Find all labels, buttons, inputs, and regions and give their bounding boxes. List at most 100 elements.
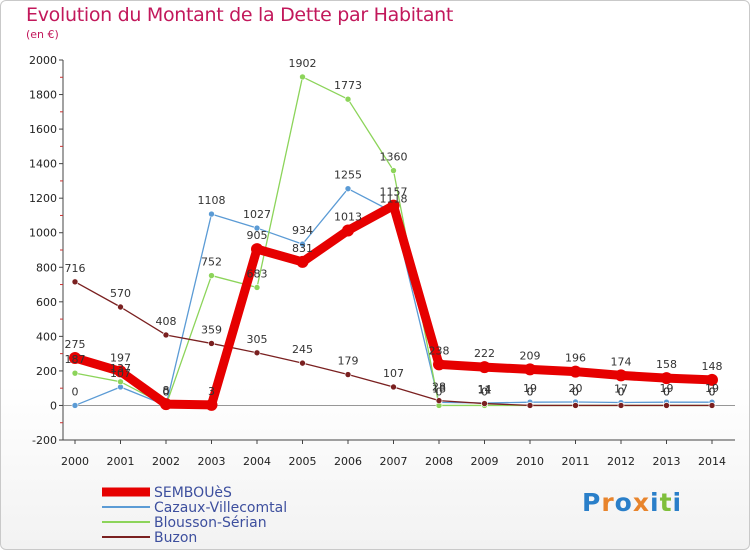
data-label: 19 (705, 382, 719, 395)
data-label: 158 (656, 358, 677, 371)
data-label: 0 (481, 385, 488, 398)
data-label: 0 (663, 385, 670, 398)
series-layer (69, 73, 718, 411)
data-label: 17 (614, 383, 628, 396)
data-label: 831 (292, 242, 313, 255)
data-label: 197 (110, 351, 131, 364)
data-point (69, 351, 81, 364)
x-tick-label: 2001 (107, 455, 135, 468)
data-point (205, 398, 218, 411)
data-label: 19 (660, 382, 674, 395)
data-point (478, 361, 491, 374)
x-tick-label: 2012 (607, 455, 635, 468)
legend-label: Blousson-Sérian (154, 515, 267, 531)
data-label: 137 (110, 362, 131, 375)
y-tick-label: 1400 (29, 158, 57, 171)
data-label: 359 (201, 323, 222, 336)
data-point (390, 167, 397, 174)
x-tick-label: 2003 (198, 455, 226, 468)
data-point (526, 402, 534, 409)
x-tick-label: 2005 (289, 455, 317, 468)
data-point (117, 303, 124, 311)
data-label: 8 (163, 384, 170, 397)
data-label: 107 (383, 367, 404, 380)
data-label: 0 (709, 385, 716, 398)
data-label: 1027 (243, 208, 271, 221)
chart-title: Evolution du Montant de la Dette par Hab… (26, 4, 454, 26)
y-tick-label: 2000 (29, 54, 57, 67)
data-point (296, 255, 309, 268)
data-point (342, 224, 354, 237)
data-label: 905 (247, 229, 268, 242)
data-point (208, 272, 215, 279)
data-point (387, 199, 400, 212)
legend-label: Cazaux-Villecomtal (154, 500, 287, 516)
data-label: 174 (611, 355, 632, 368)
data-point (344, 371, 352, 378)
data-label: 683 (247, 267, 268, 280)
data-label: 0 (663, 385, 670, 398)
data-label: 11 (478, 384, 492, 397)
data-point (615, 369, 627, 382)
proxiti-logo: Proxiti (582, 488, 683, 517)
y-tick-label: 1600 (29, 123, 57, 136)
data-label: 752 (201, 256, 222, 269)
data-label: 107 (110, 367, 131, 380)
data-label: 19 (523, 382, 537, 395)
x-tick-label: 2013 (653, 455, 681, 468)
data-label: 0 (709, 385, 716, 398)
data-point (114, 365, 127, 378)
data-label: 934 (292, 224, 313, 237)
x-tick-label: 2009 (471, 455, 499, 468)
data-label: 1108 (198, 194, 226, 207)
data-label: 1013 (334, 210, 362, 223)
data-point (617, 402, 625, 409)
data-point (572, 402, 579, 409)
data-label: 0 (527, 385, 534, 398)
data-point (208, 210, 215, 218)
data-point (71, 369, 79, 377)
data-label: 0 (72, 385, 79, 398)
data-label: 0 (436, 385, 443, 398)
data-label: 187 (65, 353, 86, 366)
y-tick-label: 600 (36, 296, 57, 309)
x-tick-label: 2002 (152, 455, 180, 468)
data-point (433, 358, 445, 371)
data-point (162, 331, 170, 339)
chart-subtitle: (en €) (26, 28, 59, 41)
data-label: 570 (110, 287, 131, 300)
data-label: 1360 (380, 151, 408, 164)
data-point (208, 340, 215, 347)
data-label: 275 (65, 338, 86, 351)
chart-axes: -200020040060080010001200140016001800200… (29, 54, 735, 468)
data-point (160, 398, 172, 411)
data-point (71, 278, 79, 286)
data-label: 0 (618, 385, 625, 398)
data-point (299, 240, 306, 248)
data-point (344, 185, 352, 192)
y-tick-label: 1800 (29, 89, 57, 102)
data-label: 0 (163, 385, 170, 398)
data-label: 245 (292, 343, 313, 356)
x-tick-label: 2014 (698, 455, 726, 468)
x-tick-label: 2010 (516, 455, 544, 468)
data-label: 20 (569, 382, 583, 395)
data-point (435, 397, 443, 404)
y-tick-label: 800 (36, 261, 57, 274)
data-point (663, 402, 670, 409)
data-label: 716 (65, 262, 86, 275)
data-label: 1157 (380, 186, 408, 199)
data-label: 238 (429, 344, 450, 357)
data-label: 209 (520, 349, 541, 362)
data-label: 0 (618, 385, 625, 398)
x-tick-label: 2007 (380, 455, 408, 468)
data-label: 1255 (334, 169, 362, 182)
data-label: 1902 (289, 57, 317, 70)
data-point (253, 224, 261, 232)
data-label: 179 (338, 355, 359, 368)
y-tick-label: 1200 (29, 192, 57, 205)
x-tick-label: 2000 (61, 455, 89, 468)
x-tick-label: 2006 (334, 455, 362, 468)
